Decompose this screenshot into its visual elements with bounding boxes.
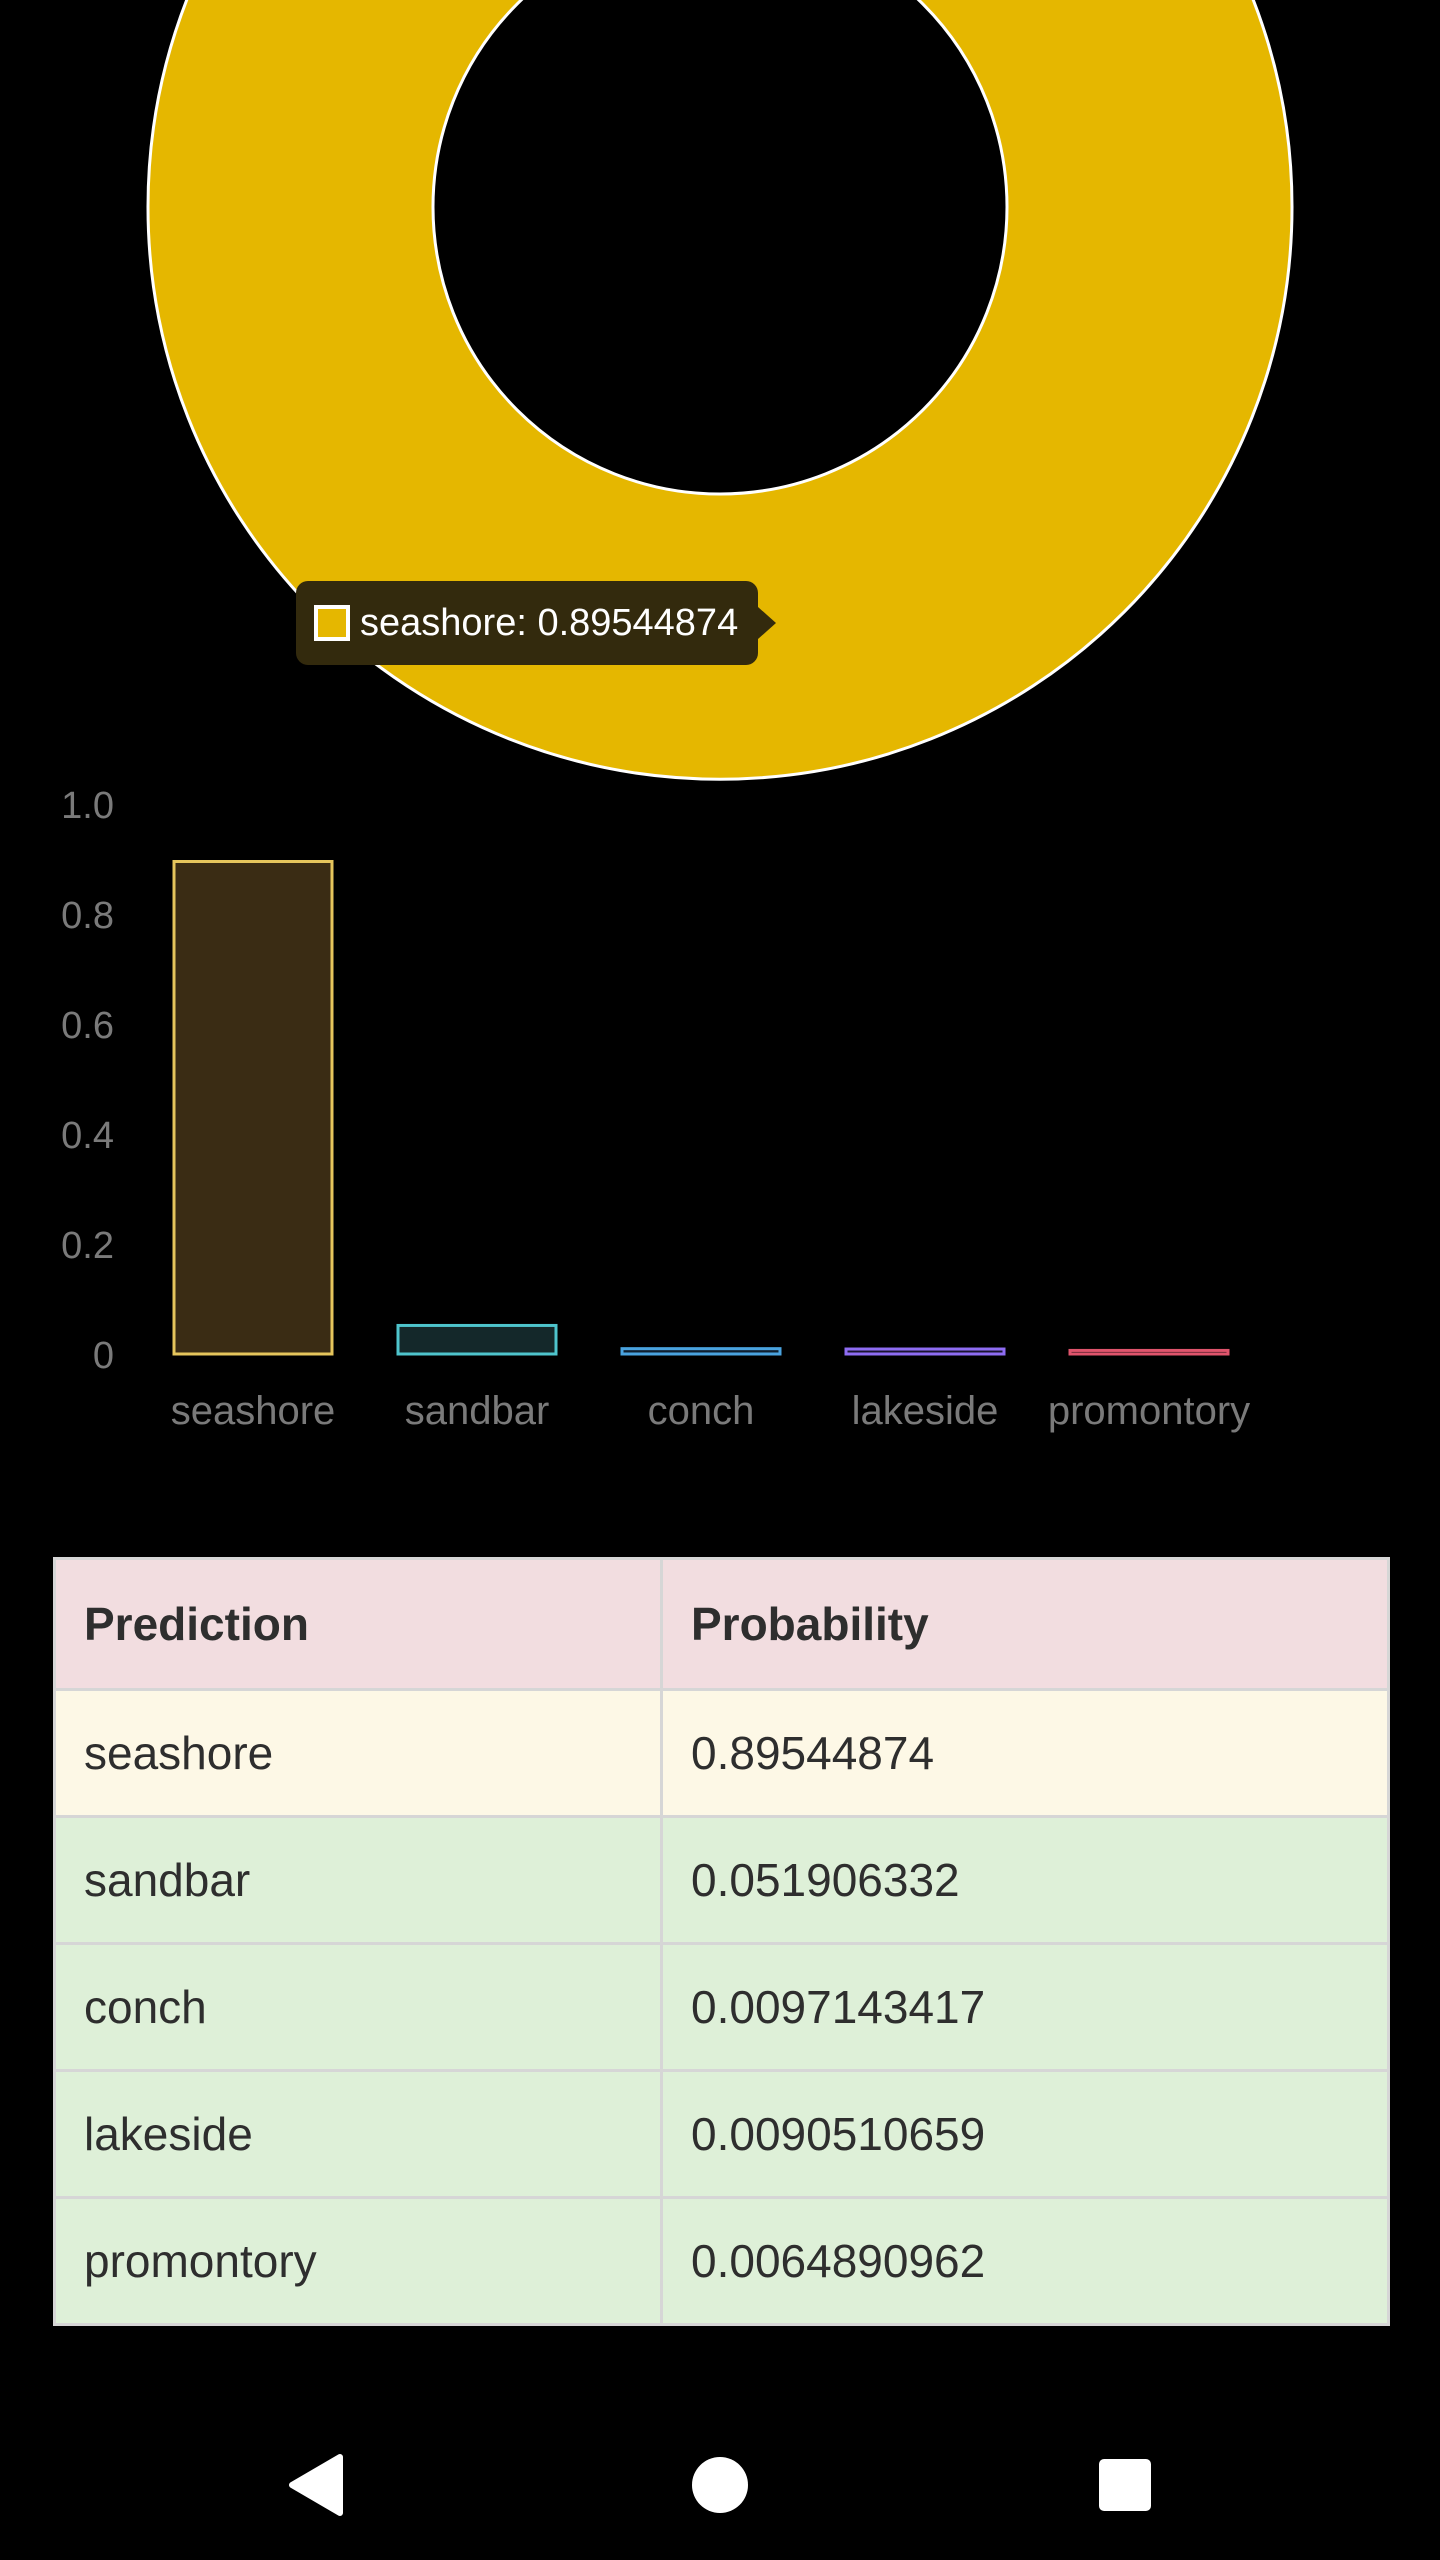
y-tick-label: 0.2 [61,1225,114,1267]
y-tick-label: 0.8 [61,895,114,937]
y-tick-label: 1.0 [61,785,114,827]
prediction-cell: lakeside [53,2069,663,2199]
y-tick-label: 0.4 [61,1115,114,1157]
x-tick-label: conch [648,1389,755,1433]
bar-chart: 0 0.2 0.4 0.6 0.8 1.0 seashore sandbar conch lake… [61,785,1250,1433]
y-tick-label: 0 [93,1335,114,1377]
x-tick-label: promontory [1048,1389,1250,1433]
tooltip-swatch [314,605,350,641]
recents-button[interactable] [1050,2410,1200,2560]
prediction-table: Prediction Probability seashore 0.895448… [53,1557,1390,2326]
bar-sandbar[interactable] [396,1323,558,1356]
bar-lakeside[interactable] [844,1347,1006,1356]
recents-icon [1099,2459,1151,2511]
bar-promontory[interactable] [1068,1348,1230,1356]
home-icon [692,2457,748,2513]
probability-cell: 0.0064890962 [660,2196,1390,2326]
prediction-cell: sandbar [53,1815,663,1945]
table-row: promontory 0.0064890962 [53,2196,1390,2326]
table-row: seashore 0.89544874 [53,1688,1390,1818]
back-icon [289,2454,343,2516]
y-tick-label: 0.6 [61,1005,114,1047]
donut-chart [146,0,1294,781]
header-prediction: Prediction [53,1557,663,1691]
probability-cell: 0.051906332 [660,1815,1390,1945]
probability-cell: 0.0090510659 [660,2069,1390,2199]
home-button[interactable] [645,2410,795,2560]
x-tick-label: lakeside [852,1389,999,1433]
header-probability: Probability [660,1557,1390,1691]
table-header-row: Prediction Probability [53,1557,1390,1691]
prediction-cell: conch [53,1942,663,2072]
probability-cell: 0.0097143417 [660,1942,1390,2072]
prediction-cell: promontory [53,2196,663,2326]
probability-cell: 0.89544874 [660,1688,1390,1818]
donut-tooltip: seashore: 0.89544874 [296,581,777,665]
prediction-cell: seashore [53,1688,663,1818]
tooltip-text: seashore: 0.89544874 [360,601,739,644]
x-tick-label: sandbar [405,1389,550,1433]
back-button[interactable] [241,2410,391,2560]
navigation-bar [0,2410,1440,2560]
table-row: sandbar 0.051906332 [53,1815,1390,1945]
table-row: lakeside 0.0090510659 [53,2069,1390,2199]
x-tick-label: seashore [171,1389,336,1433]
bar-conch[interactable] [620,1347,782,1356]
bar-seashore[interactable] [172,860,334,1356]
table-row: conch 0.0097143417 [53,1942,1390,2072]
